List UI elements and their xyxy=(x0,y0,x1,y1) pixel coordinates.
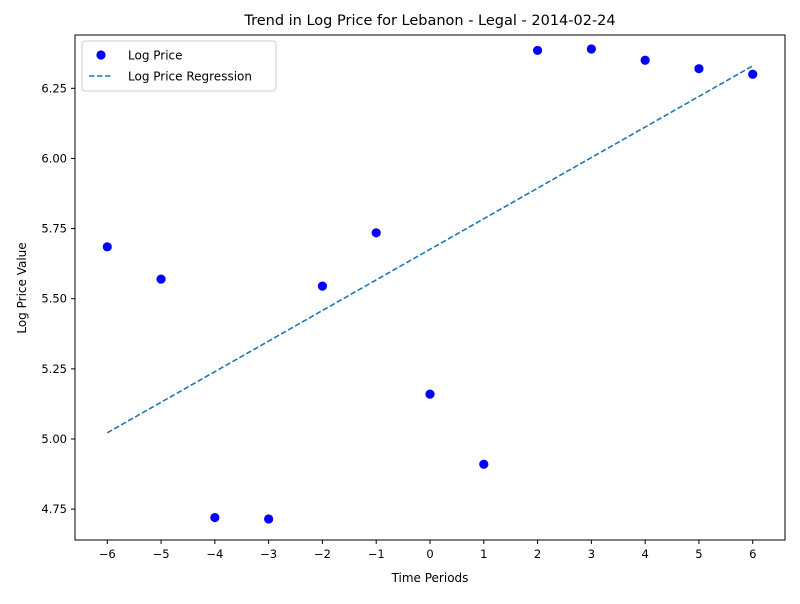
x-tick-label: −6 xyxy=(99,547,116,561)
x-tick-label: 1 xyxy=(480,547,487,561)
data-point xyxy=(425,389,435,399)
data-point xyxy=(640,55,650,65)
data-point xyxy=(586,44,596,54)
x-axis: −6 −5 −4 −3 −2 −1 0 1 2 3 4 5 6 xyxy=(99,540,756,561)
y-axis-label: Log Price Value xyxy=(15,242,29,333)
chart-title: Trend in Log Price for Lebanon - Legal -… xyxy=(243,13,615,29)
legend-label-regression: Log Price Regression xyxy=(128,70,252,84)
y-axis: 4.75 5.00 5.25 5.50 5.75 6.00 6.25 xyxy=(41,81,75,516)
y-tick-label: 5.75 xyxy=(41,222,67,236)
data-point xyxy=(317,281,328,291)
y-tick-label: 4.75 xyxy=(41,502,67,516)
x-tick-label: 6 xyxy=(749,547,756,561)
x-tick-label: −1 xyxy=(368,547,385,561)
x-tick-label: 2 xyxy=(534,547,541,561)
legend: Log Price Log Price Regression xyxy=(81,40,277,92)
y-tick-label: 6.00 xyxy=(41,151,67,165)
data-point xyxy=(102,242,112,252)
data-point xyxy=(371,228,381,238)
axes-frame xyxy=(74,34,786,541)
legend-marker-log-price xyxy=(96,50,106,60)
data-point xyxy=(694,64,704,74)
y-tick-label: 5.50 xyxy=(41,292,67,306)
plot-area xyxy=(102,44,758,524)
data-point xyxy=(748,69,758,79)
x-tick-label: 4 xyxy=(641,547,648,561)
data-point xyxy=(532,45,543,56)
x-tick-label: −4 xyxy=(206,547,223,561)
data-point xyxy=(156,274,166,284)
data-point xyxy=(210,512,220,523)
y-tick-label: 5.00 xyxy=(41,432,67,446)
data-point xyxy=(264,514,274,524)
x-tick-label: −3 xyxy=(260,547,277,561)
legend-label-log-price: Log Price xyxy=(128,49,183,63)
data-point xyxy=(479,459,489,469)
y-tick-label: 6.25 xyxy=(41,81,67,95)
x-tick-label: 0 xyxy=(426,547,433,561)
regression-line xyxy=(106,65,754,434)
y-tick-label: 5.25 xyxy=(41,362,67,376)
x-axis-label: Time Periods xyxy=(391,571,469,585)
x-tick-label: −2 xyxy=(314,547,331,561)
x-tick-label: −5 xyxy=(153,547,170,561)
x-tick-label: 5 xyxy=(695,547,702,561)
x-tick-label: 3 xyxy=(588,547,595,561)
legend-box xyxy=(81,40,277,92)
